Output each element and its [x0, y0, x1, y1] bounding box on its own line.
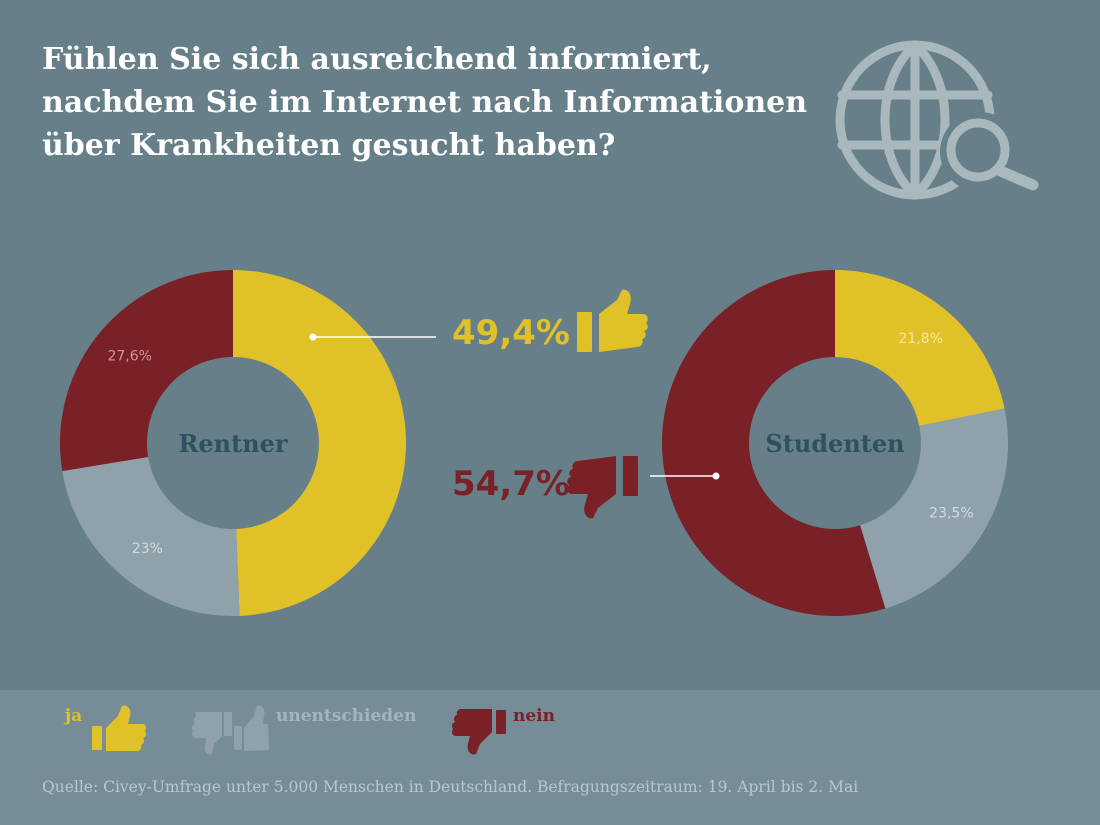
title-line-3: über Krankheiten gesucht haben? [42, 128, 616, 163]
legend-label-unentschieden: unentschieden [276, 706, 417, 726]
slice-label-unentschieden: 23% [132, 541, 163, 557]
donut-center-label: Rentner [178, 429, 287, 458]
slice-unentschieden [860, 408, 1008, 609]
slice-ja [835, 270, 1005, 426]
slice-label-nein: 27,6% [107, 348, 151, 364]
slice-nein [661, 270, 886, 616]
thumbs-up-icon [577, 289, 648, 352]
donut-chart-rentner: 23% 27,6% Rentner [60, 270, 406, 616]
callout-dot-ja [309, 333, 317, 341]
legend-label-ja: ja [65, 706, 83, 726]
legend-thumbs-down-icon [452, 709, 506, 755]
callouts: 49,4% 54,7% [309, 289, 720, 519]
slice-nein [60, 270, 233, 472]
slice-label-unentschieden: 23,5% [929, 505, 973, 521]
donut-chart-studenten: 21,8% 23,5% Studenten [661, 270, 1008, 616]
page-title: Fühlen Sie sich ausreichend informiert, … [42, 38, 822, 167]
legend-thumbs-up-icon [92, 705, 147, 751]
globe-search-icon [835, 40, 1039, 200]
source-note: Quelle: Civey-Umfrage unter 5.000 Mensch… [42, 778, 859, 796]
title-line-2: nachdem Sie im Internet nach Information… [42, 85, 808, 120]
legend-label-nein: nein [513, 706, 555, 726]
slice-label-ja: 21,8% [898, 331, 942, 347]
donut-charts: 23% 27,6% Rentner 21,8% 23,5% Studenten 49,4… [60, 270, 1008, 616]
slice-unentschieden [62, 456, 240, 616]
callout-value-ja: 49,4% [452, 313, 570, 353]
title-line-1: Fühlen Sie sich ausreichend informiert, [42, 42, 712, 77]
callout-dot-nein [712, 472, 720, 480]
donut-center-label: Studenten [765, 429, 904, 458]
legend-thumbs-up-down-icon [192, 705, 269, 755]
legend: ja unentschieden nein Quelle: Civey-Umfr… [0, 690, 1100, 825]
slice-ja [233, 270, 406, 616]
callout-value-nein: 54,7% [452, 464, 570, 504]
thumbs-down-icon [567, 456, 638, 519]
